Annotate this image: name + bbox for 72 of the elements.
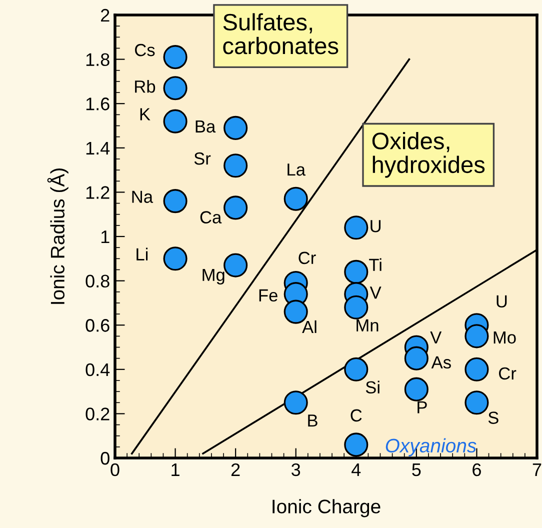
y-tick-label: 0.6 [86,319,110,332]
annotation: C [350,409,362,422]
annotation: As [431,356,451,369]
annotation: Ti [369,258,382,271]
y-tick-label: 1 [101,230,110,244]
annotation: Ba [196,120,216,133]
y-tick-label: 2 [101,8,110,22]
point [224,253,248,278]
point [224,116,248,140]
y-tick-label: 1.2 [86,186,110,199]
point [344,432,368,457]
annotation: V [370,286,382,299]
point [284,186,308,211]
y-tick-label: 0.2 [86,408,110,420]
annotation: Mo [494,332,516,344]
annotation: Mg [202,268,224,284]
y-axis-title: Ionic Radius (Å) [47,168,68,304]
point [344,260,368,284]
point [404,346,428,370]
x-tick-label: 1 [172,464,180,476]
x-tick-label: 0 [110,463,120,476]
annotation: Na [132,190,154,203]
annotation: Oxyanions [386,438,476,456]
annotation: Mn [356,319,378,332]
x-tick-label: 4 [352,464,361,476]
annotation: Al [302,320,316,333]
y-tick-label: 1.8 [86,53,110,66]
point [224,196,248,220]
y-tick-label: 1.6 [86,98,110,110]
annotation: Si [366,380,380,394]
annotation: Sr [194,152,211,165]
x-tick-label: 6 [472,463,481,476]
x-tick-label: 2 [231,463,240,476]
annotation: Rb [135,80,156,93]
x-tick-label: 5 [412,464,421,476]
point [163,189,188,214]
annotation: V [430,331,442,344]
annotation: Ca [200,211,222,224]
annotation: Sulfates, carbonates [223,13,338,54]
x-tick-label: 3 [292,463,300,476]
point [344,357,368,382]
point [344,295,368,320]
point [404,377,428,402]
annotation: U [496,295,507,308]
point [163,76,188,100]
point [464,324,489,348]
y-tick-label: 0 [100,452,110,465]
annotation: U [370,220,381,232]
annotation: Oxides, hydroxides [372,132,485,178]
point [464,357,489,382]
point [163,246,188,271]
annotation: Cs [135,44,155,56]
y-tick-label: 0.8 [86,274,110,288]
x-tick-label: 7 [532,464,542,476]
annotation: Fe [259,289,278,302]
point [163,45,188,70]
point [284,390,308,415]
point [224,154,248,178]
annotation: La [288,164,306,176]
y-tick-label: 1.4 [86,142,110,154]
point [464,390,489,415]
annotation: P [418,401,427,414]
x-axis-title: Ionic Charge [272,499,380,518]
y-tick-label: 0.4 [86,363,110,376]
annotation: B [308,414,318,427]
point [344,216,368,240]
annotation: K [140,108,150,120]
annotation: Cr [298,252,316,264]
annotation: S [488,412,498,424]
annotation: Li [136,248,148,260]
point [163,109,188,134]
annotation: Cr [498,367,516,380]
